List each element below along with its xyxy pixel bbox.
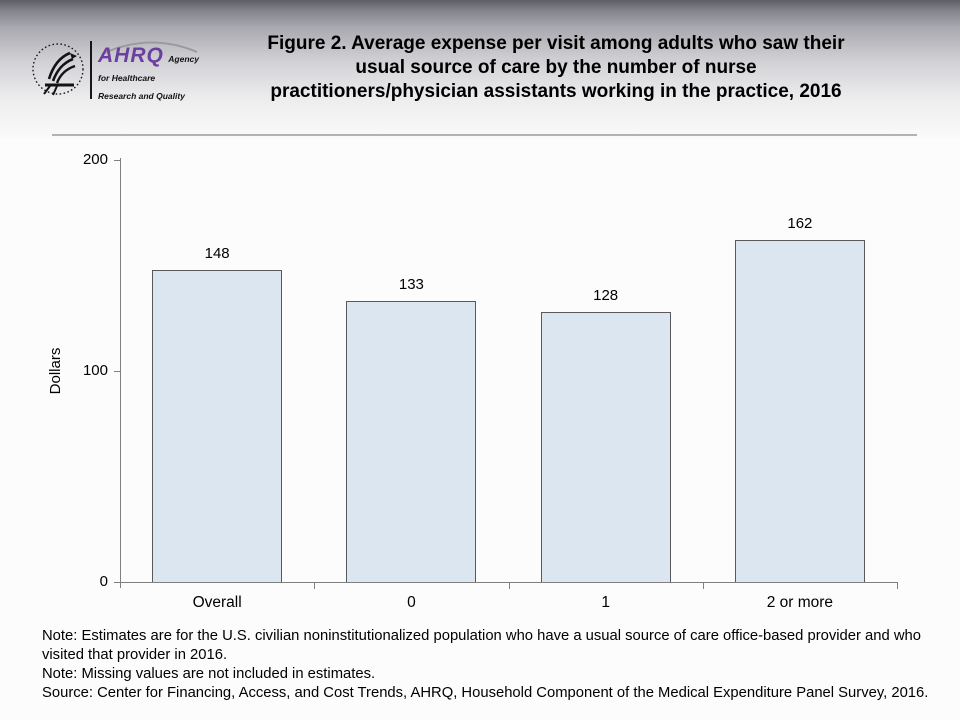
bar-value-label: 133 (398, 276, 424, 294)
x-axis-tick (508, 583, 510, 589)
y-tick-label: 0 (99, 573, 108, 590)
ahrq-wordmark: AHRQ Agency for Healthcare Research and … (98, 41, 208, 104)
hhs-eagle-seal-icon (30, 38, 88, 107)
x-axis-line (120, 582, 898, 583)
source-line: Source: Center for Financing, Access, an… (42, 685, 929, 701)
y-axis-tick (114, 160, 120, 161)
x-category-label: 1 (601, 594, 610, 611)
bar-1 (540, 311, 671, 582)
logo-divider (90, 41, 92, 99)
y-axis-tick (114, 371, 120, 372)
figure-title: Figure 2. Average expense per visit amon… (200, 32, 912, 104)
figure-title-line1: Figure 2. Average expense per visit amon… (267, 33, 845, 54)
x-category-label: Overall (192, 594, 242, 611)
swoosh-arc-icon (100, 40, 200, 61)
y-axis-title: Dollars (47, 347, 64, 395)
y-axis-line (120, 158, 121, 588)
bar-value-label: 128 (593, 286, 619, 304)
ahrq-acronym: AHRQ (98, 44, 164, 67)
bar-value-label: 162 (787, 215, 813, 233)
bar-2 or more (734, 240, 865, 582)
ahrq-tagline-line2: Research and Quality (98, 91, 185, 101)
x-axis-tick (702, 583, 704, 589)
ahrq-tagline-line1: Agency for Healthcare (98, 54, 200, 83)
note-line-2: Note: Missing values are not included in… (42, 666, 376, 682)
footnotes: Note: Estimates are for the U.S. civilia… (42, 627, 930, 703)
bar-0 (346, 301, 477, 582)
header-gradient-band (0, 0, 960, 138)
y-tick-label: 200 (82, 151, 108, 168)
header-separator-line (52, 134, 917, 136)
note-line-1: Note: Estimates are for the U.S. civilia… (42, 628, 921, 663)
x-category-label: 2 or more (766, 594, 834, 611)
ahrq-tagline: Agency for Healthcare Research and Quali… (98, 54, 199, 101)
figure-title-line2: usual source of care by the number of nu… (355, 57, 757, 78)
x-axis-tick (897, 583, 898, 589)
x-category-label: 0 (407, 594, 416, 611)
x-axis-tick (314, 583, 316, 589)
ahrq-logo: AHRQ Agency for Healthcare Research and … (30, 36, 200, 106)
bar-value-label: 148 (204, 244, 230, 262)
y-tick-label: 100 (82, 362, 108, 379)
bar-Overall (152, 269, 283, 582)
y-axis-tick (114, 582, 120, 583)
figure-title-line3: practitioners/physician assistants worki… (270, 81, 842, 102)
